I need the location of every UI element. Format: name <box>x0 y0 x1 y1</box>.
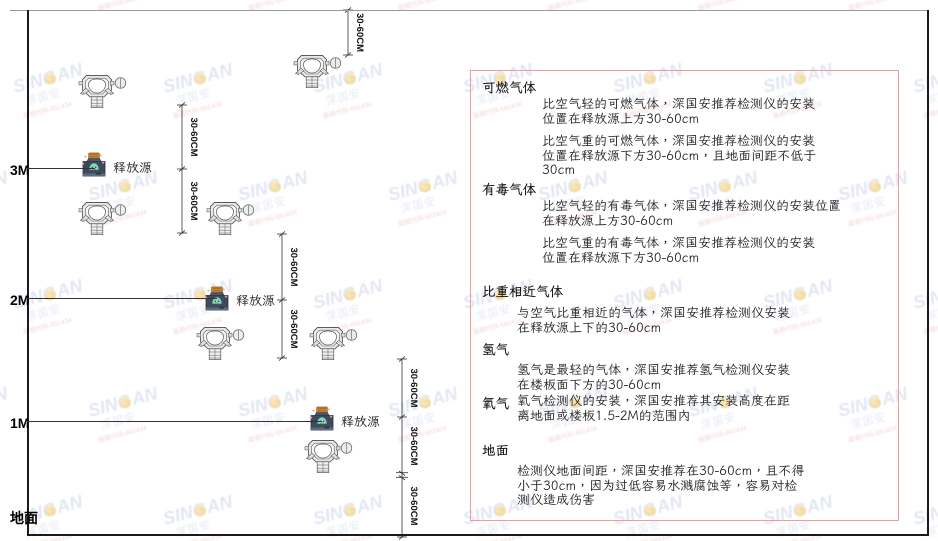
svg-text:30-60CM: 30-60CM <box>288 247 299 286</box>
svg-text:30-60CM: 30-60CM <box>408 368 419 407</box>
svg-text:30-60CM: 30-60CM <box>188 117 199 156</box>
svg-text:30-60CM: 30-60CM <box>408 426 419 465</box>
svg-text:30-60CM: 30-60CM <box>408 486 419 525</box>
svg-text:30-60CM: 30-60CM <box>354 13 365 52</box>
svg-text:30-60CM: 30-60CM <box>188 181 199 220</box>
svg-text:30-60CM: 30-60CM <box>288 309 299 348</box>
